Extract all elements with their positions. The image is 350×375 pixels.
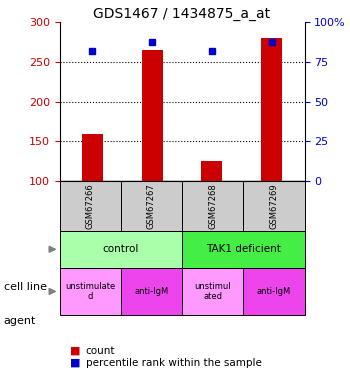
Bar [182, 231, 304, 268]
Bar [60, 231, 182, 268]
Text: unstimul
ated: unstimul ated [194, 282, 231, 301]
Bar [243, 181, 304, 231]
Bar [142, 50, 163, 181]
Text: GSM67268: GSM67268 [208, 183, 217, 229]
Title: GDS1467 / 1434875_a_at: GDS1467 / 1434875_a_at [93, 8, 271, 21]
Bar [182, 268, 243, 315]
Bar [121, 268, 182, 315]
Text: ■: ■ [70, 346, 80, 355]
Text: anti-IgM: anti-IgM [134, 287, 168, 296]
Text: ■: ■ [70, 358, 80, 368]
Text: GSM67266: GSM67266 [86, 183, 94, 229]
Bar [182, 181, 243, 231]
Bar [60, 268, 121, 315]
Bar [60, 181, 121, 231]
Bar [82, 134, 103, 181]
Text: GSM67267: GSM67267 [147, 183, 156, 229]
Text: percentile rank within the sample: percentile rank within the sample [86, 358, 262, 368]
Text: anti-IgM: anti-IgM [257, 287, 291, 296]
Text: GSM67269: GSM67269 [270, 183, 278, 229]
Text: count: count [86, 346, 115, 355]
Text: agent: agent [4, 316, 36, 326]
Bar [243, 268, 304, 315]
Text: TAK1 deficient: TAK1 deficient [206, 244, 281, 254]
Text: control: control [103, 244, 139, 254]
Bar [261, 38, 282, 181]
Text: unstimulate
d: unstimulate d [65, 282, 115, 301]
Bar [121, 181, 182, 231]
Bar [201, 161, 222, 181]
Text: cell line: cell line [4, 282, 47, 292]
